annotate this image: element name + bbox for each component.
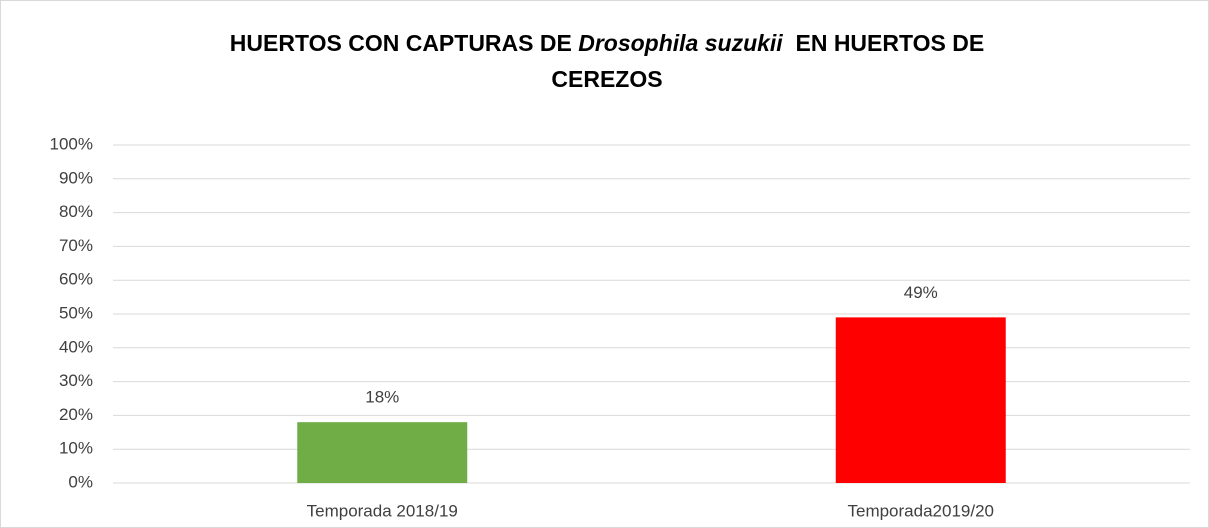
y-tick-label: 90% (59, 168, 93, 187)
title-part: EN HUERTOS DE (783, 30, 985, 56)
y-tick-label: 50% (59, 303, 93, 322)
y-tick-label: 40% (59, 337, 93, 356)
chart-title: HUERTOS CON CAPTURAS DE Drosophila suzuk… (230, 30, 984, 56)
bar (297, 422, 468, 483)
y-tick-label: 80% (59, 202, 93, 221)
title-italic: Drosophila suzukii (578, 30, 783, 56)
y-tick-label: 30% (59, 371, 93, 390)
y-tick-label: 20% (59, 405, 93, 424)
y-tick-label: 70% (59, 236, 93, 255)
data-label: 18% (365, 388, 399, 407)
bar (835, 317, 1006, 483)
x-tick-label: Temporada 2018/19 (307, 501, 458, 520)
x-tick-label: Temporada2019/20 (847, 501, 994, 520)
y-tick-label: 60% (59, 270, 93, 289)
y-tick-label: 10% (59, 439, 93, 458)
chart-title-line2: CEREZOS (551, 66, 662, 92)
y-tick-label: 100% (50, 134, 93, 153)
title-part: HUERTOS CON CAPTURAS DE (230, 30, 578, 56)
y-tick-label: 0% (68, 472, 93, 491)
data-label: 49% (904, 283, 938, 302)
